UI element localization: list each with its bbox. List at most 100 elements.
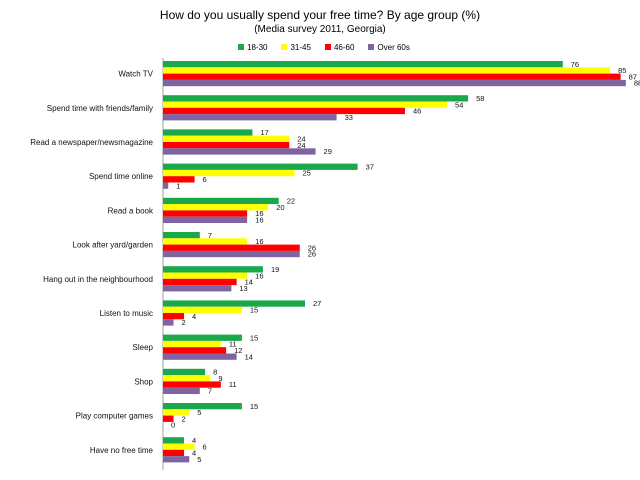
category-label-read-a-book: Read a book: [108, 206, 154, 215]
bar-shop-31-45: [163, 375, 211, 382]
bar-watch-tv-46-60: [163, 73, 621, 80]
bar-spend-time-online-46-60: [163, 176, 195, 183]
bar-hang-out-in-the-neighbourhood-18-30: [163, 266, 263, 273]
value-label-read-a-book-31-45: 20: [276, 203, 284, 212]
bar-have-no-free-time-18-30: [163, 437, 185, 444]
bar-listen-to-music-over-60s: [163, 319, 174, 326]
value-label-play-computer-games-31-45: 5: [197, 408, 201, 417]
bar-listen-to-music-46-60: [163, 313, 185, 320]
bar-read-a-newspaper-newsmagazine-over-60s: [163, 148, 316, 155]
legend-label-over-60s: Over 60s: [377, 42, 410, 52]
value-label-hang-out-in-the-neighbourhood-over-60s: 13: [239, 284, 247, 293]
bar-listen-to-music-31-45: [163, 306, 242, 313]
bar-spend-time-online-18-30: [163, 163, 358, 170]
value-label-sleep-over-60s: 14: [245, 352, 253, 361]
value-label-spend-time-online-31-45: 25: [303, 169, 311, 178]
value-label-spend-time-with-friends-family-46-60: 46: [413, 107, 421, 116]
bar-watch-tv-18-30: [163, 61, 563, 68]
value-label-look-after-yard-garden-over-60s: 26: [308, 250, 316, 259]
legend-item-over-60s: Over 60s: [368, 42, 410, 52]
legend-item-31-45: 31-45: [281, 43, 311, 52]
category-label-hang-out-in-the-neighbourhood: Hang out in the neighbourhood: [43, 275, 153, 284]
legend-item-18-30: 18-30: [238, 43, 267, 52]
category-label-listen-to-music: Listen to music: [100, 309, 153, 318]
value-label-watch-tv-over-60s: 88: [634, 79, 640, 88]
value-label-look-after-yard-garden-46-60: 26: [308, 243, 316, 252]
value-label-read-a-newspaper-newsmagazine-18-30: 17: [260, 128, 268, 137]
value-label-spend-time-with-friends-family-over-60s: 33: [345, 113, 353, 122]
category-label-shop: Shop: [134, 377, 153, 386]
category-label-look-after-yard-garden: Look after yard/garden: [73, 241, 154, 250]
bar-sleep-31-45: [163, 340, 221, 348]
value-label-sleep-46-60: 12: [234, 346, 242, 355]
bar-shop-over-60s: [163, 387, 200, 394]
bar-hang-out-in-the-neighbourhood-46-60: [163, 278, 237, 286]
bar-hang-out-in-the-neighbourhood-over-60s: [163, 285, 232, 292]
bar-watch-tv-over-60s: [163, 79, 626, 87]
value-label-read-a-book-over-60s: 16: [255, 216, 263, 225]
legend-swatch-46-60: [324, 44, 331, 50]
bar-have-no-free-time-46-60: [163, 449, 185, 457]
value-label-play-computer-games-over-60s: 0: [171, 421, 175, 430]
bar-spend-time-online-over-60s: [163, 182, 169, 189]
value-label-look-after-yard-garden-18-30: 7: [208, 231, 212, 240]
bar-sleep-46-60: [163, 347, 227, 354]
bar-play-computer-games-46-60: [163, 415, 174, 422]
bar-spend-time-with-friends-family-18-30: [163, 95, 469, 102]
value-label-shop-31-45: 9: [218, 374, 222, 383]
bar-look-after-yard-garden-46-60: [163, 244, 300, 251]
value-label-watch-tv-18-30: 76: [571, 60, 579, 69]
value-label-spend-time-with-friends-family-18-30: 58: [476, 94, 484, 103]
value-label-read-a-newspaper-newsmagazine-over-60s: 29: [324, 147, 332, 156]
value-label-sleep-31-45: 11: [229, 340, 237, 349]
value-label-spend-time-online-46-60: 6: [203, 175, 207, 184]
value-label-hang-out-in-the-neighbourhood-31-45: 16: [255, 271, 263, 280]
bar-watch-tv-31-45: [163, 67, 611, 74]
bar-shop-46-60: [163, 381, 221, 388]
value-label-listen-to-music-31-45: 15: [250, 306, 258, 315]
value-label-play-computer-games-46-60: 2: [182, 414, 186, 423]
value-label-read-a-newspaper-newsmagazine-46-60: 24: [297, 141, 305, 150]
bar-read-a-book-18-30: [163, 197, 279, 205]
legend-swatch-18-30: [238, 44, 244, 50]
bar-read-a-book-46-60: [163, 210, 248, 217]
legend-swatch-over-60s: [368, 44, 375, 50]
chart-legend: 18-30 31-45 46-60 Over 60s: [238, 41, 424, 53]
value-label-look-after-yard-garden-31-45: 16: [255, 237, 263, 246]
value-label-read-a-book-18-30: 22: [287, 197, 295, 206]
value-label-spend-time-with-friends-family-31-45: 54: [455, 100, 463, 109]
legend-item-46-60: 46-60: [324, 42, 355, 52]
value-label-have-no-free-time-18-30: 4: [192, 436, 196, 445]
value-label-listen-to-music-18-30: 27: [313, 299, 321, 308]
bar-have-no-free-time-over-60s: [163, 456, 190, 463]
value-label-have-no-free-time-over-60s: 5: [197, 455, 201, 464]
value-label-have-no-free-time-46-60: 4: [192, 449, 196, 458]
bar-spend-time-with-friends-family-46-60: [163, 107, 405, 115]
category-label-play-computer-games: Play computer games: [76, 412, 153, 421]
bar-shop-18-30: [163, 368, 206, 376]
category-label-have-no-free-time: Have no free time: [90, 446, 154, 455]
bar-sleep-18-30: [163, 334, 242, 341]
value-label-watch-tv-46-60: 87: [629, 72, 637, 81]
chart-title: How do you usually spend your free time?…: [159, 8, 481, 22]
legend-label-18-30: 18-30: [247, 42, 268, 52]
value-label-hang-out-in-the-neighbourhood-18-30: 19: [271, 265, 279, 274]
value-label-spend-time-online-over-60s: 1: [176, 181, 180, 190]
value-label-sleep-18-30: 15: [250, 333, 258, 342]
value-label-watch-tv-31-45: 85: [618, 66, 626, 75]
bar-play-computer-games-31-45: [163, 409, 190, 416]
value-label-listen-to-music-over-60s: 2: [182, 318, 186, 327]
bar-spend-time-with-friends-family-31-45: [163, 101, 448, 108]
value-label-shop-46-60: 11: [229, 380, 237, 389]
value-label-read-a-newspaper-newsmagazine-31-45: 24: [297, 135, 305, 144]
legend-label-46-60: 46-60: [333, 42, 355, 52]
value-label-shop-18-30: 8: [213, 368, 217, 377]
legend-swatch-31-45: [281, 44, 288, 50]
bar-play-computer-games-18-30: [163, 403, 242, 410]
value-label-shop-over-60s: 7: [208, 387, 212, 396]
value-label-hang-out-in-the-neighbourhood-46-60: 14: [245, 278, 253, 287]
bar-hang-out-in-the-neighbourhood-31-45: [163, 272, 248, 279]
bar-have-no-free-time-31-45: [163, 443, 195, 450]
